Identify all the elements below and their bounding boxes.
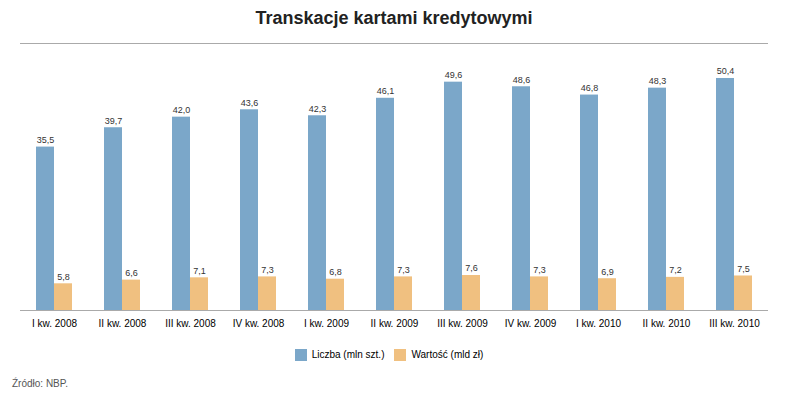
svg-text:I kw. 2008: I kw. 2008 — [32, 318, 77, 329]
svg-text:7,3: 7,3 — [261, 265, 274, 275]
svg-text:7,1: 7,1 — [193, 266, 206, 276]
svg-text:III kw. 2009: III kw. 2009 — [437, 318, 488, 329]
svg-text:I kw. 2010: I kw. 2010 — [576, 318, 621, 329]
svg-text:35,5: 35,5 — [37, 135, 55, 145]
svg-text:IV kw. 2009: IV kw. 2009 — [505, 318, 557, 329]
svg-text:39,7: 39,7 — [105, 116, 123, 126]
svg-text:6,6: 6,6 — [125, 268, 138, 278]
svg-text:42,0: 42,0 — [173, 105, 191, 115]
svg-text:46,1: 46,1 — [377, 86, 395, 96]
svg-text:I kw. 2009: I kw. 2009 — [304, 318, 349, 329]
svg-text:7,3: 7,3 — [533, 265, 546, 275]
svg-text:IV kw. 2008: IV kw. 2008 — [233, 318, 285, 329]
html-text:Liczba (mln szt.): Liczba (mln szt.) — [311, 349, 385, 360]
svg-text:7,6: 7,6 — [465, 263, 478, 273]
html-text:Źródło: NBP.: Źródło: NBP. — [12, 378, 68, 389]
svg-text:48,6: 48,6 — [513, 75, 531, 85]
svg-text:II kw. 2010: II kw. 2010 — [643, 318, 691, 329]
svg-text:7,3: 7,3 — [397, 265, 410, 275]
svg-text:49,6: 49,6 — [445, 70, 463, 80]
html-text:Wartość (mld zł): Wartość (mld zł) — [411, 349, 484, 360]
svg-text:7,5: 7,5 — [737, 264, 750, 274]
svg-text:III kw. 2010: III kw. 2010 — [709, 318, 760, 329]
svg-text:II kw. 2008: II kw. 2008 — [99, 318, 147, 329]
svg-text:48,3: 48,3 — [649, 76, 667, 86]
svg-text:6,8: 6,8 — [329, 267, 342, 277]
svg-text:46,8: 46,8 — [581, 83, 599, 93]
html-text:Transkacje kartami kredytowymi: Transkacje kartami kredytowymi — [255, 8, 533, 28]
svg-text:5,8: 5,8 — [57, 272, 70, 282]
svg-text:42,3: 42,3 — [309, 104, 327, 114]
svg-text:7,2: 7,2 — [669, 265, 682, 275]
svg-text:III kw. 2008: III kw. 2008 — [165, 318, 216, 329]
svg-text:6,9: 6,9 — [601, 267, 614, 277]
svg-text:43,6: 43,6 — [241, 98, 259, 108]
svg-text:50,4: 50,4 — [717, 66, 735, 76]
svg-text:II kw. 2009: II kw. 2009 — [371, 318, 419, 329]
